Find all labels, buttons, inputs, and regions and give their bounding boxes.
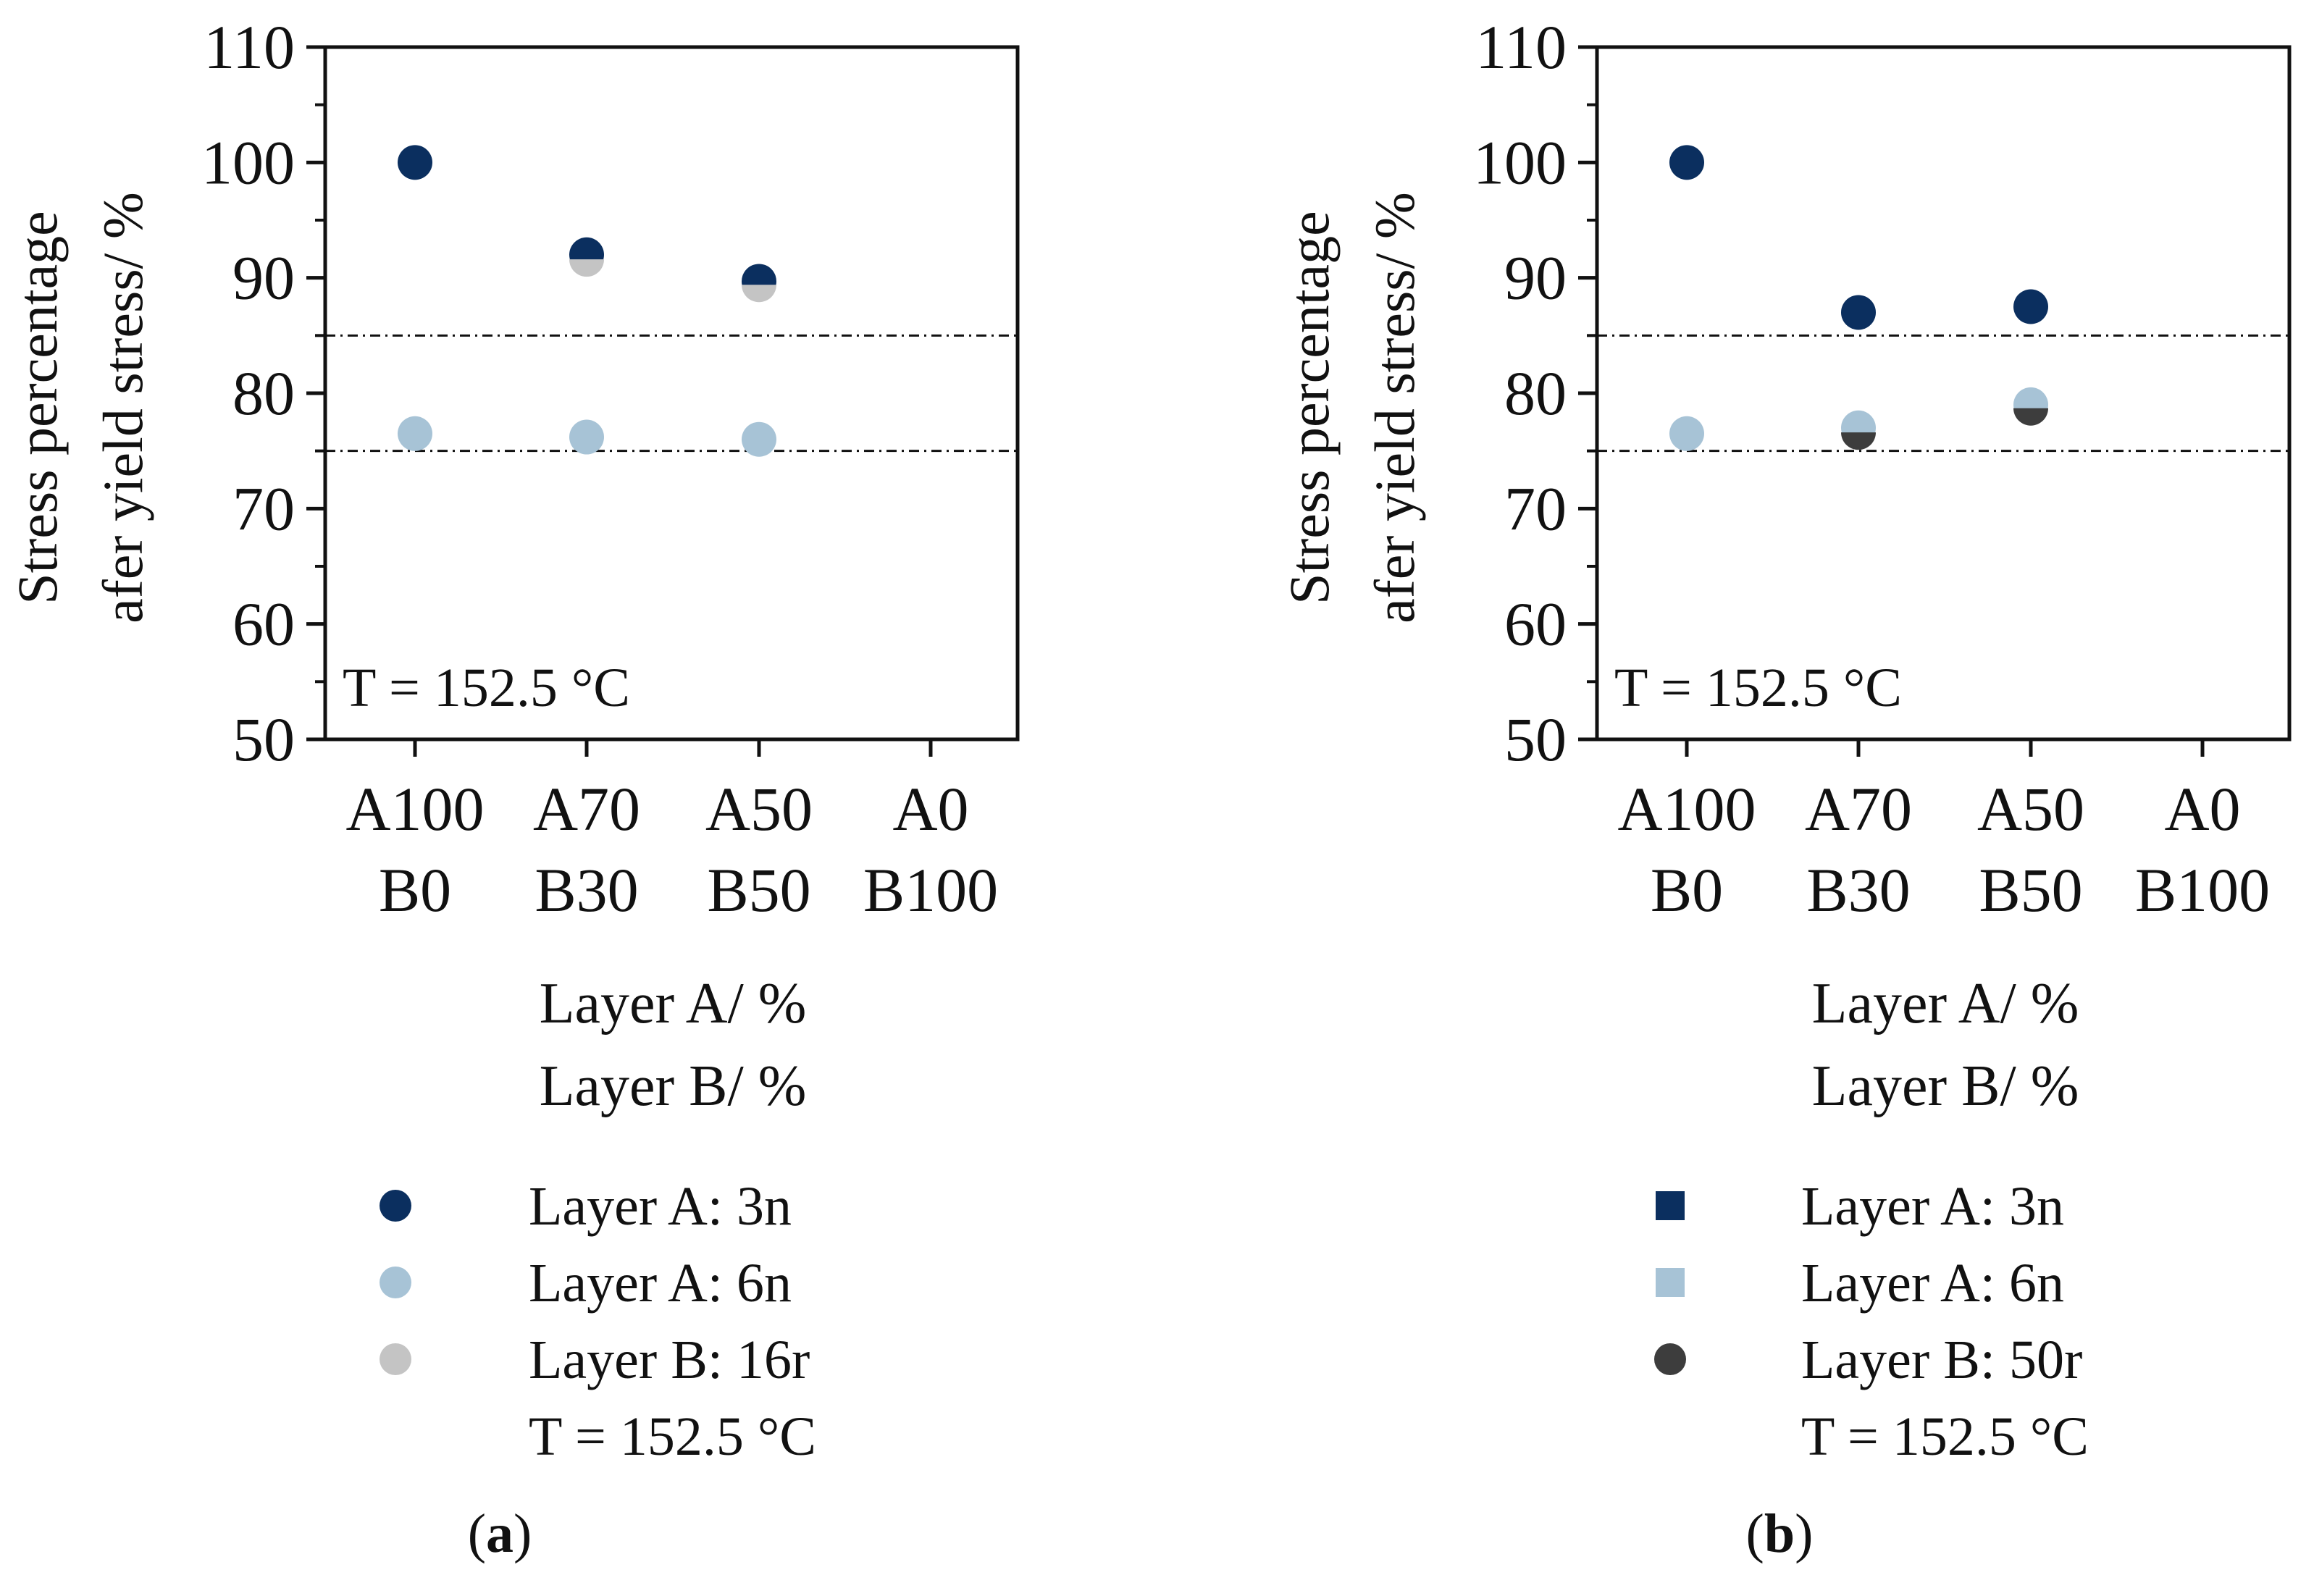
legend-marker — [1656, 1191, 1685, 1220]
data-point — [1669, 416, 1704, 451]
y-axis-label: afer yield stress/ % — [1363, 192, 1426, 623]
data-point — [742, 421, 776, 457]
y-tick-label: 100 — [1473, 127, 1567, 197]
x-axis-label: Layer A/ % — [540, 972, 807, 1036]
data-point — [398, 416, 432, 451]
y-tick-label: 80 — [232, 358, 295, 428]
x-category-label-bottom: B0 — [379, 855, 451, 925]
plot-frame — [323, 45, 1020, 742]
data-point — [2013, 289, 2048, 324]
legend-label: Layer A: 3n — [1801, 1176, 2064, 1237]
y-tick-label: 90 — [232, 243, 295, 313]
x-category-label-bottom: B50 — [707, 855, 810, 925]
y-tick-label: 90 — [1504, 243, 1567, 313]
legend-marker — [380, 1190, 411, 1222]
y-tick-label: 110 — [1475, 12, 1567, 82]
data-point-overlay — [569, 259, 604, 277]
x-category-label-top: A50 — [705, 774, 813, 844]
y-axis-label: Stress percentage — [1278, 211, 1341, 605]
chart-panel-a: 50 60 70 80 90 100 110 A100 B0 A70 B30 A50 B50 A0 B100… — [6, 12, 1020, 1564]
legend-label: Layer A: 3n — [529, 1176, 792, 1237]
legend-marker — [1656, 1268, 1685, 1297]
x-category-label-bottom: B50 — [1979, 855, 2082, 925]
x-category-label-top: A100 — [345, 774, 484, 844]
data-point-overlay — [2013, 408, 2048, 426]
legend-label: Layer A: 6n — [529, 1253, 792, 1314]
x-category-label-top: A70 — [1805, 774, 1912, 844]
x-category-label-top: A70 — [533, 774, 640, 844]
legend-temperature: T = 152.5 °C — [529, 1406, 816, 1467]
plot-frame — [1595, 45, 2292, 742]
legend-label: Layer B: 16r — [529, 1330, 810, 1390]
legend-marker — [1654, 1343, 1686, 1375]
temperature-annotation: T = 152.5 °C — [343, 658, 630, 718]
y-tick-label: 70 — [232, 474, 295, 543]
x-category-label-bottom: B100 — [2135, 855, 2270, 925]
legend-marker — [380, 1267, 411, 1298]
legend-marker — [380, 1343, 411, 1375]
y-tick-label: 50 — [1504, 705, 1567, 774]
y-tick-label: 110 — [204, 12, 295, 82]
data-point-overlay — [1841, 432, 1876, 450]
x-category-label-top: A100 — [1617, 774, 1756, 844]
legend-label: Layer A: 6n — [1801, 1253, 2064, 1314]
data-point — [398, 145, 432, 180]
x-category-label-bottom: B30 — [1806, 855, 1910, 925]
panel-label: (a) — [468, 1503, 532, 1564]
x-category-label-bottom: B100 — [863, 855, 998, 925]
panel-label: (b) — [1746, 1503, 1814, 1564]
y-tick-label: 100 — [201, 127, 295, 197]
legend-label: Layer B: 50r — [1801, 1330, 2082, 1390]
x-category-label-bottom: B30 — [535, 855, 638, 925]
y-axis-label: afer yield stress/ % — [91, 192, 154, 623]
x-category-label-top: A0 — [2164, 774, 2240, 844]
x-axis-label: Layer A/ % — [1812, 972, 2079, 1036]
x-category-label-bottom: B0 — [1651, 855, 1723, 925]
data-point — [569, 419, 604, 455]
data-point-overlay — [742, 285, 776, 303]
temperature-annotation: T = 152.5 °C — [1614, 658, 1902, 718]
x-category-label-top: A50 — [1977, 774, 2084, 844]
x-axis-label: Layer B/ % — [1812, 1054, 2079, 1118]
legend-temperature: T = 152.5 °C — [1801, 1406, 2089, 1467]
y-tick-label: 60 — [232, 589, 295, 659]
y-tick-label: 80 — [1504, 358, 1567, 428]
y-tick-label: 70 — [1504, 474, 1567, 543]
y-tick-label: 50 — [232, 705, 295, 774]
data-point — [1669, 145, 1704, 180]
y-axis-label: Stress percentage — [6, 211, 69, 605]
chart-panel-b: 50 60 70 80 90 100 110 A100 B0 A70 B30 A50 B50 A0 B100… — [1278, 12, 2292, 1564]
y-tick-label: 60 — [1504, 589, 1567, 659]
x-category-label-top: A0 — [892, 774, 968, 844]
data-point — [1841, 295, 1876, 330]
x-axis-label: Layer B/ % — [540, 1054, 807, 1118]
